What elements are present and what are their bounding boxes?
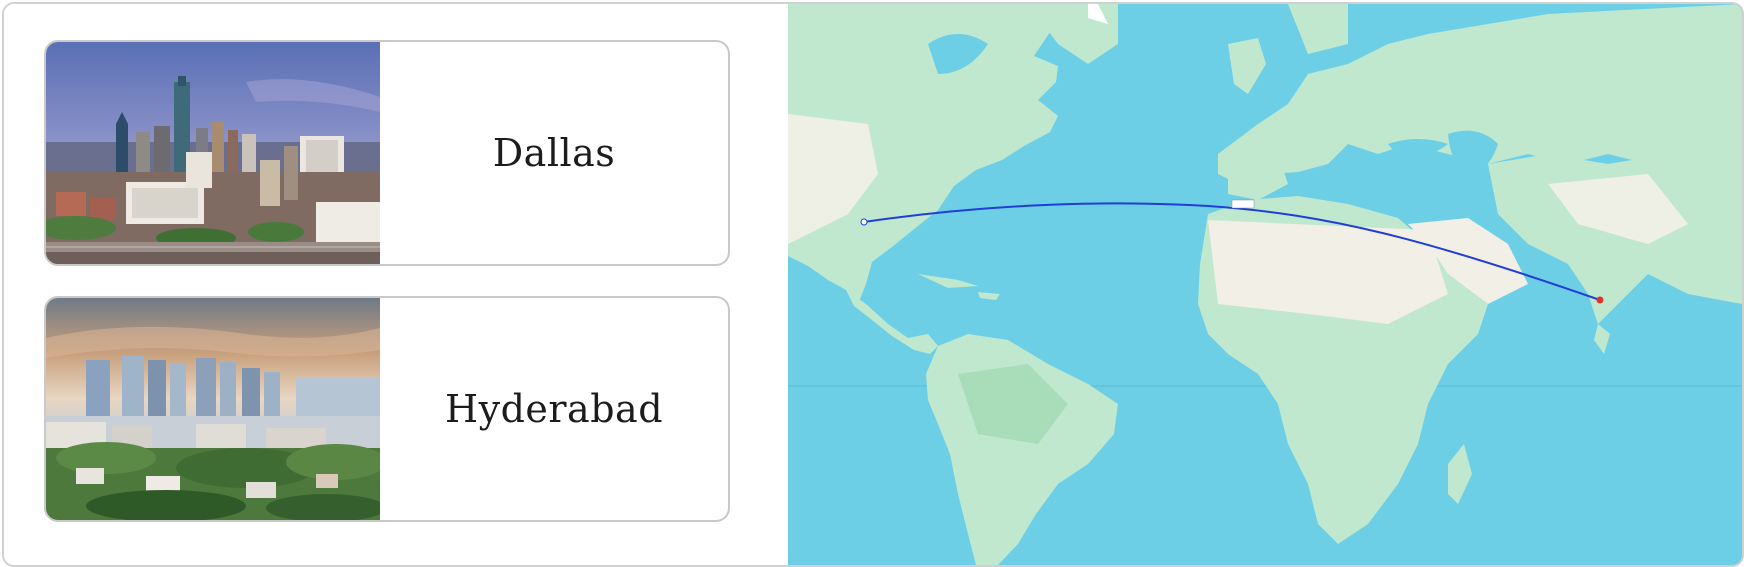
sri-lanka	[1594, 324, 1610, 354]
madagascar	[1448, 444, 1472, 504]
caspian-sea	[1448, 130, 1498, 173]
central-america-landmass	[846, 290, 938, 354]
hyderabad-destination-marker[interactable]	[1596, 296, 1604, 304]
dallas-origin-marker[interactable]	[860, 218, 868, 226]
sahara-desert	[1208, 220, 1448, 324]
city-name-dallas: Dallas	[492, 131, 616, 175]
cuba	[918, 274, 978, 288]
britain	[1228, 38, 1266, 94]
ice-patch	[1088, 4, 1108, 24]
scandinavia	[1288, 4, 1348, 54]
black-sea	[1388, 139, 1448, 157]
europe-landmass	[1218, 4, 1742, 184]
central-asia-highlands	[1548, 174, 1688, 244]
hispaniola	[978, 292, 1000, 300]
flight-route-line	[863, 202, 1601, 301]
world-map[interactable]	[788, 4, 1742, 565]
iberia	[1228, 154, 1288, 200]
route-waypoint-tag	[1231, 199, 1255, 209]
hudson-bay	[928, 34, 988, 74]
hyderabad-skyline-photo	[46, 298, 380, 520]
city-list-panel: Dallas	[4, 4, 788, 565]
north-america-landmass	[788, 4, 1088, 304]
city-card-dallas[interactable]: Dallas	[44, 40, 730, 266]
great-plains-area	[788, 114, 878, 244]
city-card-hyderabad[interactable]: Hyderabad	[44, 296, 730, 522]
arabia-landmass	[1408, 218, 1528, 304]
amazon-forest	[958, 364, 1068, 444]
city-name-hyderabad: Hyderabad	[444, 387, 664, 431]
dallas-skyline-photo	[46, 42, 380, 264]
